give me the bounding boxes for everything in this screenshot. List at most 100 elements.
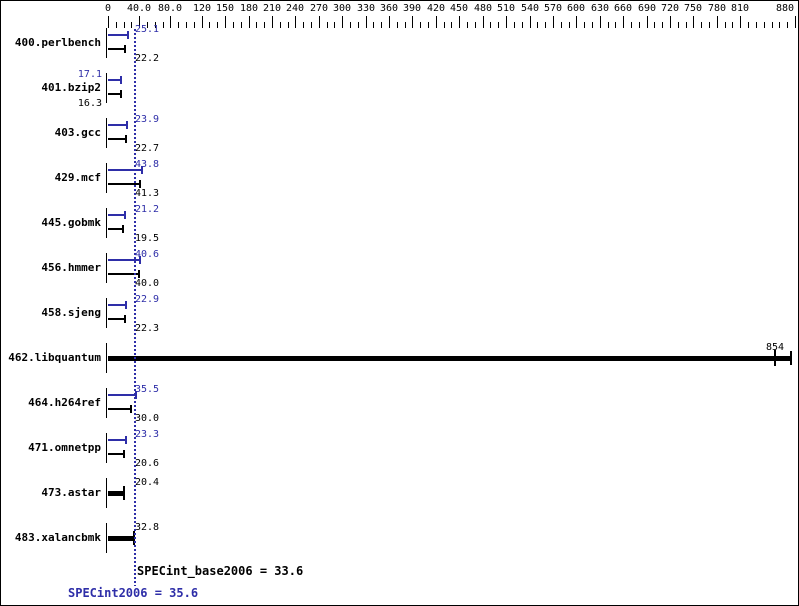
row-baseline-tick <box>106 388 107 418</box>
base-value: 19.5 <box>135 233 160 244</box>
axis-minor-tick <box>233 22 234 28</box>
axis-tick-label: 540 <box>521 3 540 14</box>
axis-minor-tick <box>756 22 757 28</box>
axis-minor-tick <box>787 22 788 28</box>
axis-tick-label: 0 <box>105 3 112 14</box>
axis-minor-tick <box>537 22 538 28</box>
axis-minor-tick <box>397 22 398 28</box>
axis-minor-tick <box>373 22 374 28</box>
axis-minor-tick <box>311 22 312 28</box>
peak-bar <box>108 79 121 81</box>
specint-base2006-summary: SPECint_base2006 = 33.6 <box>137 564 304 578</box>
row-baseline-tick <box>106 73 107 103</box>
base-value: 22.7 <box>135 143 160 154</box>
axis-minor-tick <box>381 22 382 28</box>
axis-minor-tick <box>280 22 281 28</box>
peak-value: 17.1 <box>77 69 102 80</box>
row-baseline-tick <box>106 28 107 58</box>
axis-minor-tick <box>709 22 710 28</box>
row-baseline-tick <box>106 298 107 328</box>
axis-tick-label: 690 <box>638 3 657 14</box>
axis-minor-tick <box>428 22 429 28</box>
axis-major-tick <box>623 16 624 28</box>
axis-major-tick <box>600 16 601 28</box>
value-marker-cap <box>774 350 776 366</box>
axis-major-tick <box>342 16 343 28</box>
base-bar-end-cap <box>124 315 126 323</box>
benchmark-label: 429.mcf <box>54 171 101 184</box>
axis-major-tick <box>295 16 296 28</box>
axis-minor-tick <box>615 22 616 28</box>
axis-tick-label: 180 <box>240 3 259 14</box>
row-baseline-tick <box>106 163 107 193</box>
result-value: 32.8 <box>135 522 160 533</box>
axis-minor-tick <box>498 22 499 28</box>
axis-minor-tick <box>608 22 609 28</box>
peak-bar-end-cap <box>141 166 143 174</box>
axis-minor-tick <box>748 22 749 28</box>
axis-major-tick <box>647 16 648 28</box>
axis-minor-tick <box>217 22 218 28</box>
axis-tick-label: 630 <box>591 3 610 14</box>
peak-bar <box>108 124 127 126</box>
axis-minor-tick <box>131 22 132 28</box>
base-value: 22.3 <box>135 323 160 334</box>
axis-minor-tick <box>358 22 359 28</box>
row-baseline-tick <box>106 253 107 283</box>
axis-minor-tick <box>163 22 164 28</box>
axis-tick-label: 420 <box>427 3 446 14</box>
axis-minor-tick <box>256 22 257 28</box>
axis-minor-tick <box>662 22 663 28</box>
peak-value: 25.1 <box>135 24 160 35</box>
axis-minor-tick <box>678 22 679 28</box>
axis-major-tick <box>436 16 437 28</box>
axis-minor-tick <box>764 22 765 28</box>
base-bar <box>108 273 139 275</box>
peak-value: 35.5 <box>135 384 160 395</box>
axis-tick-label: 600 <box>567 3 586 14</box>
peak-value: 22.9 <box>135 294 160 305</box>
axis-minor-tick <box>124 22 125 28</box>
benchmark-label: 462.libquantum <box>8 351 101 364</box>
result-bar <box>108 536 134 541</box>
axis-major-tick <box>553 16 554 28</box>
base-value: 16.3 <box>77 98 102 109</box>
result-value: 20.4 <box>135 477 160 488</box>
axis-minor-tick <box>467 22 468 28</box>
base-bar-end-cap <box>139 180 141 188</box>
peak-value: 23.3 <box>135 429 160 440</box>
axis-minor-tick <box>732 22 733 28</box>
axis-major-tick <box>170 16 171 28</box>
axis-minor-tick <box>631 22 632 28</box>
axis-major-tick <box>412 16 413 28</box>
peak-bar-end-cap <box>127 31 129 39</box>
axis-major-tick <box>389 16 390 28</box>
benchmark-label: 456.hmmer <box>41 261 101 274</box>
axis-minor-tick <box>350 22 351 28</box>
axis-tick-label: 120 <box>193 3 212 14</box>
base-bar-end-cap <box>130 405 132 413</box>
peak-bar <box>108 394 136 396</box>
base-bar <box>108 183 140 185</box>
axis-minor-tick <box>514 22 515 28</box>
peak-value: 43.8 <box>135 159 160 170</box>
axis-minor-tick <box>725 22 726 28</box>
axis-minor-tick <box>155 22 156 28</box>
bar-end-cap <box>123 486 125 500</box>
base-bar-end-cap <box>120 90 122 98</box>
axis-minor-tick <box>116 22 117 28</box>
peak-bar-end-cap <box>126 121 128 129</box>
axis-tick-label: 270 <box>310 3 329 14</box>
specint2006-guide-line <box>134 29 136 586</box>
peak-bar-end-cap <box>135 391 137 399</box>
axis-minor-tick <box>405 22 406 28</box>
axis-minor-tick <box>584 22 585 28</box>
row-baseline-tick <box>106 208 107 238</box>
axis-minor-tick <box>334 22 335 28</box>
base-bar-end-cap <box>123 450 125 458</box>
base-bar <box>108 318 125 320</box>
base-value: 41.3 <box>135 188 160 199</box>
peak-bar <box>108 34 128 36</box>
base-bar <box>108 408 131 410</box>
